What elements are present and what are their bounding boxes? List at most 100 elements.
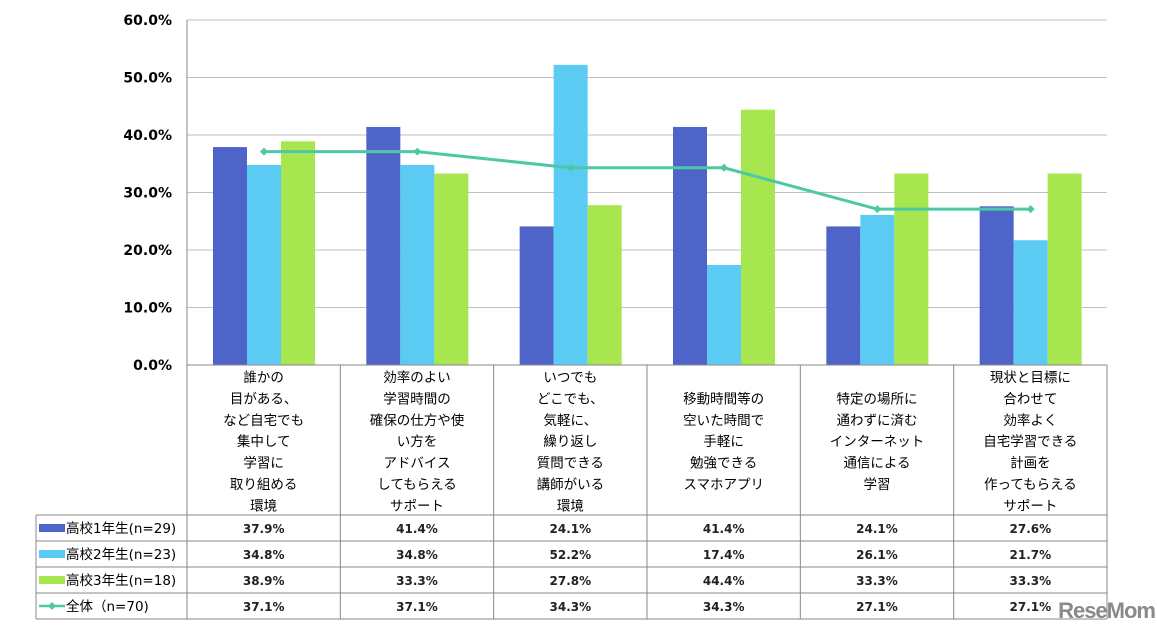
y-tick-label: 10.0% [123, 301, 172, 317]
category-label-line: 繰り返し [543, 434, 597, 450]
data-table-cell: 37.1% [396, 600, 438, 614]
data-table-cell: 34.8% [396, 548, 438, 562]
data-table-cell: 41.4% [396, 522, 438, 536]
data-table-cell: 34.3% [703, 600, 745, 614]
category-label-line: 確保の仕方や使 [370, 412, 465, 429]
data-table-cell: 52.2% [550, 548, 592, 562]
category-label-line: 作ってもらえる [984, 477, 1077, 493]
data-table-cell: 33.3% [856, 574, 898, 588]
category-label-line: 環境 [557, 498, 584, 514]
category-label-line: どこでも、 [537, 391, 604, 407]
data-table-cell: 27.6% [1010, 522, 1052, 536]
category-label-line: インターネット [830, 434, 925, 450]
category-label-line: 学習 [864, 477, 891, 493]
bar-1-4 [673, 126, 707, 365]
category-label-line: 目がある、 [230, 391, 298, 407]
legend-label-1: 高校1年生(n=29) [66, 520, 176, 537]
bar-3-5 [894, 173, 929, 365]
y-tick-label: 60.0% [123, 13, 172, 29]
category-label-line: 効率よく [1003, 412, 1057, 429]
category-label-line: 空いた時間で [683, 413, 764, 429]
category-label-line: 講師がいる [537, 477, 605, 493]
bar-2-2 [400, 164, 435, 365]
line-marker-1 [260, 147, 268, 156]
line-marker-5 [873, 205, 882, 214]
data-table-cell: 44.4% [703, 574, 745, 588]
category-label-line: 通わずに済む [837, 413, 918, 429]
category-label-line: 環境 [250, 498, 277, 514]
data-table-cell: 27.8% [550, 574, 592, 588]
legend-swatch-3 [39, 576, 65, 584]
category-label-line: 質問できる [537, 456, 604, 472]
data-table-cell: 41.4% [703, 522, 745, 536]
category-label-line: い方を [397, 434, 438, 450]
bar-3-6 [1047, 173, 1082, 365]
category-label-line: 手軽に [703, 434, 744, 450]
resemom-watermark-logo: ReseMom [1058, 598, 1156, 623]
legend-label-4: 全体（n=70) [66, 598, 149, 615]
bar-2-6 [1013, 240, 1048, 365]
category-label-line: サポート [1003, 498, 1057, 514]
data-table-cell: 33.3% [1010, 574, 1052, 588]
bar-3-2 [434, 173, 469, 365]
data-table-cell: 27.1% [856, 600, 898, 614]
data-table-cell: 24.1% [550, 522, 592, 536]
bar-3-1 [281, 141, 315, 365]
category-label-line: 効率のよい [383, 369, 451, 386]
line-marker-4 [720, 163, 728, 172]
category-label-line: 合わせて [1003, 391, 1057, 407]
category-label-line: いつでも [543, 370, 597, 386]
data-table-cell: 34.8% [243, 548, 285, 562]
y-tick-label: 50.0% [123, 71, 172, 87]
legend-label-3: 高校3年生(n=18) [66, 572, 176, 589]
data-table-cell: 27.1% [1010, 600, 1052, 614]
legend-diamond-icon [48, 602, 56, 610]
line-marker-6 [1026, 205, 1035, 214]
legend-label-2: 高校2年生(n=23) [66, 546, 176, 563]
data-table-cell: 38.9% [243, 574, 285, 588]
category-label-line: サポート [390, 498, 444, 514]
bar-2-5 [860, 214, 895, 365]
legend-swatch-1 [39, 524, 65, 532]
category-label-line: 集中して [237, 434, 291, 450]
bar-1-6 [979, 206, 1014, 365]
line-marker-2 [413, 147, 422, 156]
category-label-line: 気軽に、 [544, 413, 598, 429]
category-label-line: 取り組める [230, 477, 298, 493]
bar-2-3 [553, 64, 588, 365]
bar-1-1 [213, 147, 247, 365]
data-table-cell: 34.3% [550, 600, 592, 614]
category-label-line: 学習時間の [383, 391, 451, 407]
y-tick-label: 30.0% [123, 186, 172, 202]
data-table-cell: 21.7% [1010, 548, 1052, 562]
data-table-cell: 37.1% [243, 600, 285, 614]
category-label-line: スマホアプリ [683, 477, 764, 493]
line-series-overall [264, 150, 1031, 211]
category-label-line: 勉強できる [690, 456, 757, 472]
y-tick-label: 0.0% [133, 358, 172, 374]
category-label-line: 誰かの [243, 370, 284, 386]
data-table-cell: 37.9% [243, 522, 285, 536]
category-label-line: 自宅学習できる [983, 434, 1077, 450]
category-label-line: 現状と目標に [990, 370, 1071, 386]
bar-1-2 [366, 126, 401, 365]
data-table-cell: 17.4% [703, 548, 745, 562]
bar-3-4 [741, 109, 775, 365]
bar-2-4 [707, 264, 741, 365]
line-marker-3 [566, 163, 575, 172]
category-label-line: 特定の場所に [837, 391, 918, 407]
data-table-cell: 26.1% [856, 548, 898, 562]
category-label-line: アドバイス [383, 456, 450, 472]
bar-1-5 [826, 226, 861, 365]
y-tick-label: 20.0% [123, 243, 172, 259]
category-label-line: 通信による [843, 456, 910, 472]
category-label-line: 学習に [243, 456, 284, 472]
data-table-cell: 33.3% [396, 574, 438, 588]
bar-2-1 [247, 164, 281, 365]
y-tick-label: 40.0% [123, 128, 172, 144]
bar-1-3 [519, 226, 554, 365]
legend-swatch-2 [39, 550, 65, 558]
bar-3-3 [587, 205, 622, 365]
category-label-line: 移動時間等の [683, 390, 764, 407]
